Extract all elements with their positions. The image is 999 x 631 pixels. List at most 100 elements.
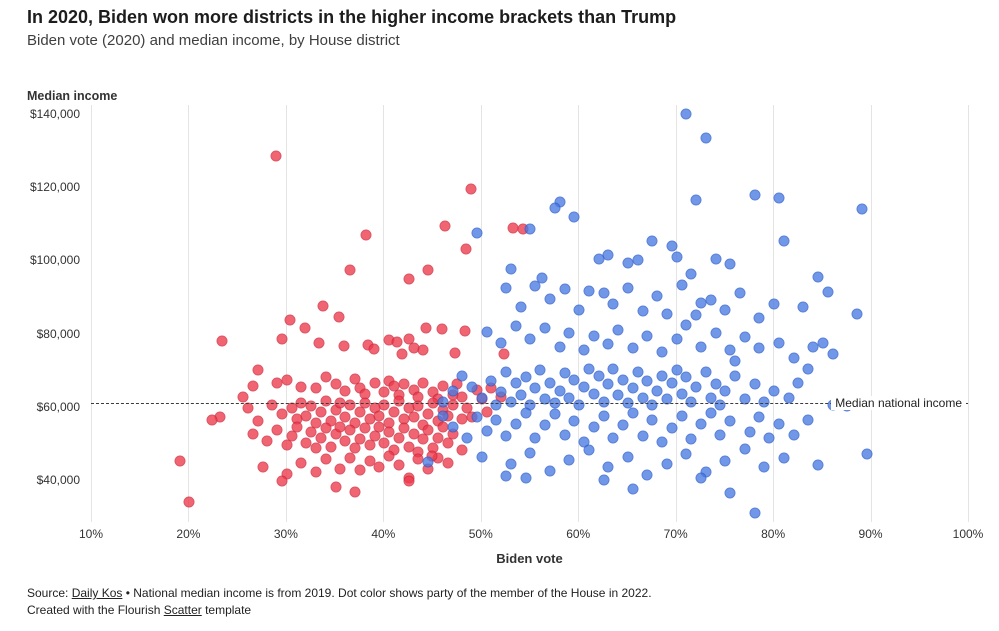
scatter-dot[interactable] — [403, 441, 415, 453]
scatter-dot[interactable] — [364, 455, 376, 467]
scatter-dot[interactable] — [641, 330, 653, 342]
scatter-dot[interactable] — [632, 366, 644, 378]
scatter-dot[interactable] — [749, 378, 761, 390]
scatter-dot[interactable] — [802, 363, 814, 375]
scatter-dot[interactable] — [593, 370, 605, 382]
scatter-dot[interactable] — [330, 378, 342, 390]
scatter-dot[interactable] — [465, 183, 477, 195]
scatter-dot[interactable] — [583, 444, 595, 456]
scatter-dot[interactable] — [515, 301, 527, 313]
scatter-dot[interactable] — [563, 327, 575, 339]
scatter-dot[interactable] — [602, 338, 614, 350]
scatter-dot[interactable] — [403, 273, 415, 285]
scatter-dot[interactable] — [344, 264, 356, 276]
scatter-dot[interactable] — [749, 507, 761, 519]
scatter-dot[interactable] — [349, 486, 361, 498]
scatter-dot[interactable] — [588, 330, 600, 342]
scatter-dot[interactable] — [612, 389, 624, 401]
scatter-dot[interactable] — [266, 399, 278, 411]
scatter-dot[interactable] — [320, 395, 332, 407]
scatter-dot[interactable] — [744, 426, 756, 438]
scatter-dot[interactable] — [310, 417, 322, 429]
scatter-dot[interactable] — [333, 311, 344, 323]
scatter-dot[interactable] — [456, 370, 468, 382]
scatter-dot[interactable] — [637, 392, 649, 404]
scatter-dot[interactable] — [334, 463, 346, 475]
scatter-dot[interactable] — [447, 385, 459, 397]
scatter-dot[interactable] — [734, 287, 746, 299]
scatter-dot[interactable] — [685, 433, 697, 445]
scatter-dot[interactable] — [539, 322, 551, 334]
scatter-dot[interactable] — [471, 227, 483, 239]
scatter-dot[interactable] — [583, 285, 595, 297]
scatter-dot[interactable] — [320, 422, 332, 434]
scatter-dot[interactable] — [710, 327, 722, 339]
scatter-dot[interactable] — [695, 472, 707, 484]
scatter-dot[interactable] — [339, 411, 351, 423]
scatter-dot[interactable] — [573, 304, 585, 316]
scatter-dot[interactable] — [578, 381, 590, 393]
scatter-dot[interactable] — [773, 418, 785, 430]
scatter-dot[interactable] — [544, 465, 556, 477]
scatter-dot[interactable] — [627, 407, 639, 419]
scatter-dot[interactable] — [252, 415, 264, 427]
scatter-dot[interactable] — [641, 469, 653, 481]
scatter-dot[interactable] — [403, 475, 415, 487]
scatter-dot[interactable] — [700, 132, 712, 144]
scatter-dot[interactable] — [598, 396, 610, 408]
scatter-dot[interactable] — [598, 287, 610, 299]
scatter-dot[interactable] — [276, 408, 288, 420]
scatter-dot[interactable] — [529, 382, 541, 394]
scatter-dot[interactable] — [393, 395, 405, 407]
scatter-dot[interactable] — [666, 422, 678, 434]
scatter-dot[interactable] — [554, 341, 566, 353]
scatter-dot[interactable] — [481, 425, 493, 437]
scatter-dot[interactable] — [510, 418, 522, 430]
scatter-dot[interactable] — [520, 472, 532, 484]
scatter-dot[interactable] — [753, 312, 765, 324]
scatter-dot[interactable] — [739, 331, 751, 343]
scatter-dot[interactable] — [398, 378, 410, 390]
scatter-dot[interactable] — [261, 435, 273, 447]
scatter-dot[interactable] — [676, 388, 687, 400]
scatter-dot[interactable] — [763, 432, 775, 444]
scatter-dot[interactable] — [520, 371, 532, 383]
scatter-dot[interactable] — [505, 263, 517, 275]
scatter-dot[interactable] — [310, 442, 322, 454]
scatter-dot[interactable] — [524, 333, 536, 345]
scatter-dot[interactable] — [710, 378, 722, 390]
scatter-dot[interactable] — [206, 414, 218, 426]
scatter-dot[interactable] — [690, 309, 702, 321]
scatter-dot[interactable] — [442, 437, 454, 449]
scatter-dot[interactable] — [680, 108, 692, 120]
scatter-dot[interactable] — [373, 461, 385, 473]
scatter-dot[interactable] — [544, 377, 556, 389]
scatter-dot[interactable] — [349, 442, 361, 454]
scatter-dot[interactable] — [680, 448, 692, 460]
scatter-dot[interactable] — [617, 419, 629, 431]
scatter-dot[interactable] — [758, 461, 770, 473]
scatter-dot[interactable] — [436, 323, 448, 335]
scatter-dot[interactable] — [792, 377, 804, 389]
scatter-dot[interactable] — [656, 346, 668, 358]
scatter-dot[interactable] — [437, 410, 449, 422]
scatter-dot[interactable] — [753, 411, 765, 423]
scatter-dot[interactable] — [753, 342, 765, 354]
scatter-dot[interactable] — [778, 235, 790, 247]
scatter-dot[interactable] — [729, 355, 741, 367]
scatter-dot[interactable] — [481, 406, 493, 418]
scatter-dot[interactable] — [724, 344, 736, 356]
scatter-dot[interactable] — [714, 429, 726, 441]
scatter-dot[interactable] — [739, 443, 751, 455]
scatter-dot[interactable] — [315, 432, 327, 443]
scatter-dot[interactable] — [354, 464, 366, 476]
scatter-dot[interactable] — [812, 271, 824, 283]
scatter-dot[interactable] — [685, 396, 697, 408]
scatter-dot[interactable] — [378, 437, 390, 449]
scatter-dot[interactable] — [705, 392, 717, 404]
scatter-dot[interactable] — [807, 341, 819, 353]
scatter-dot[interactable] — [768, 298, 780, 310]
scatter-dot[interactable] — [373, 421, 385, 433]
scatter-dot[interactable] — [216, 335, 228, 347]
scatter-dot[interactable] — [661, 458, 673, 470]
